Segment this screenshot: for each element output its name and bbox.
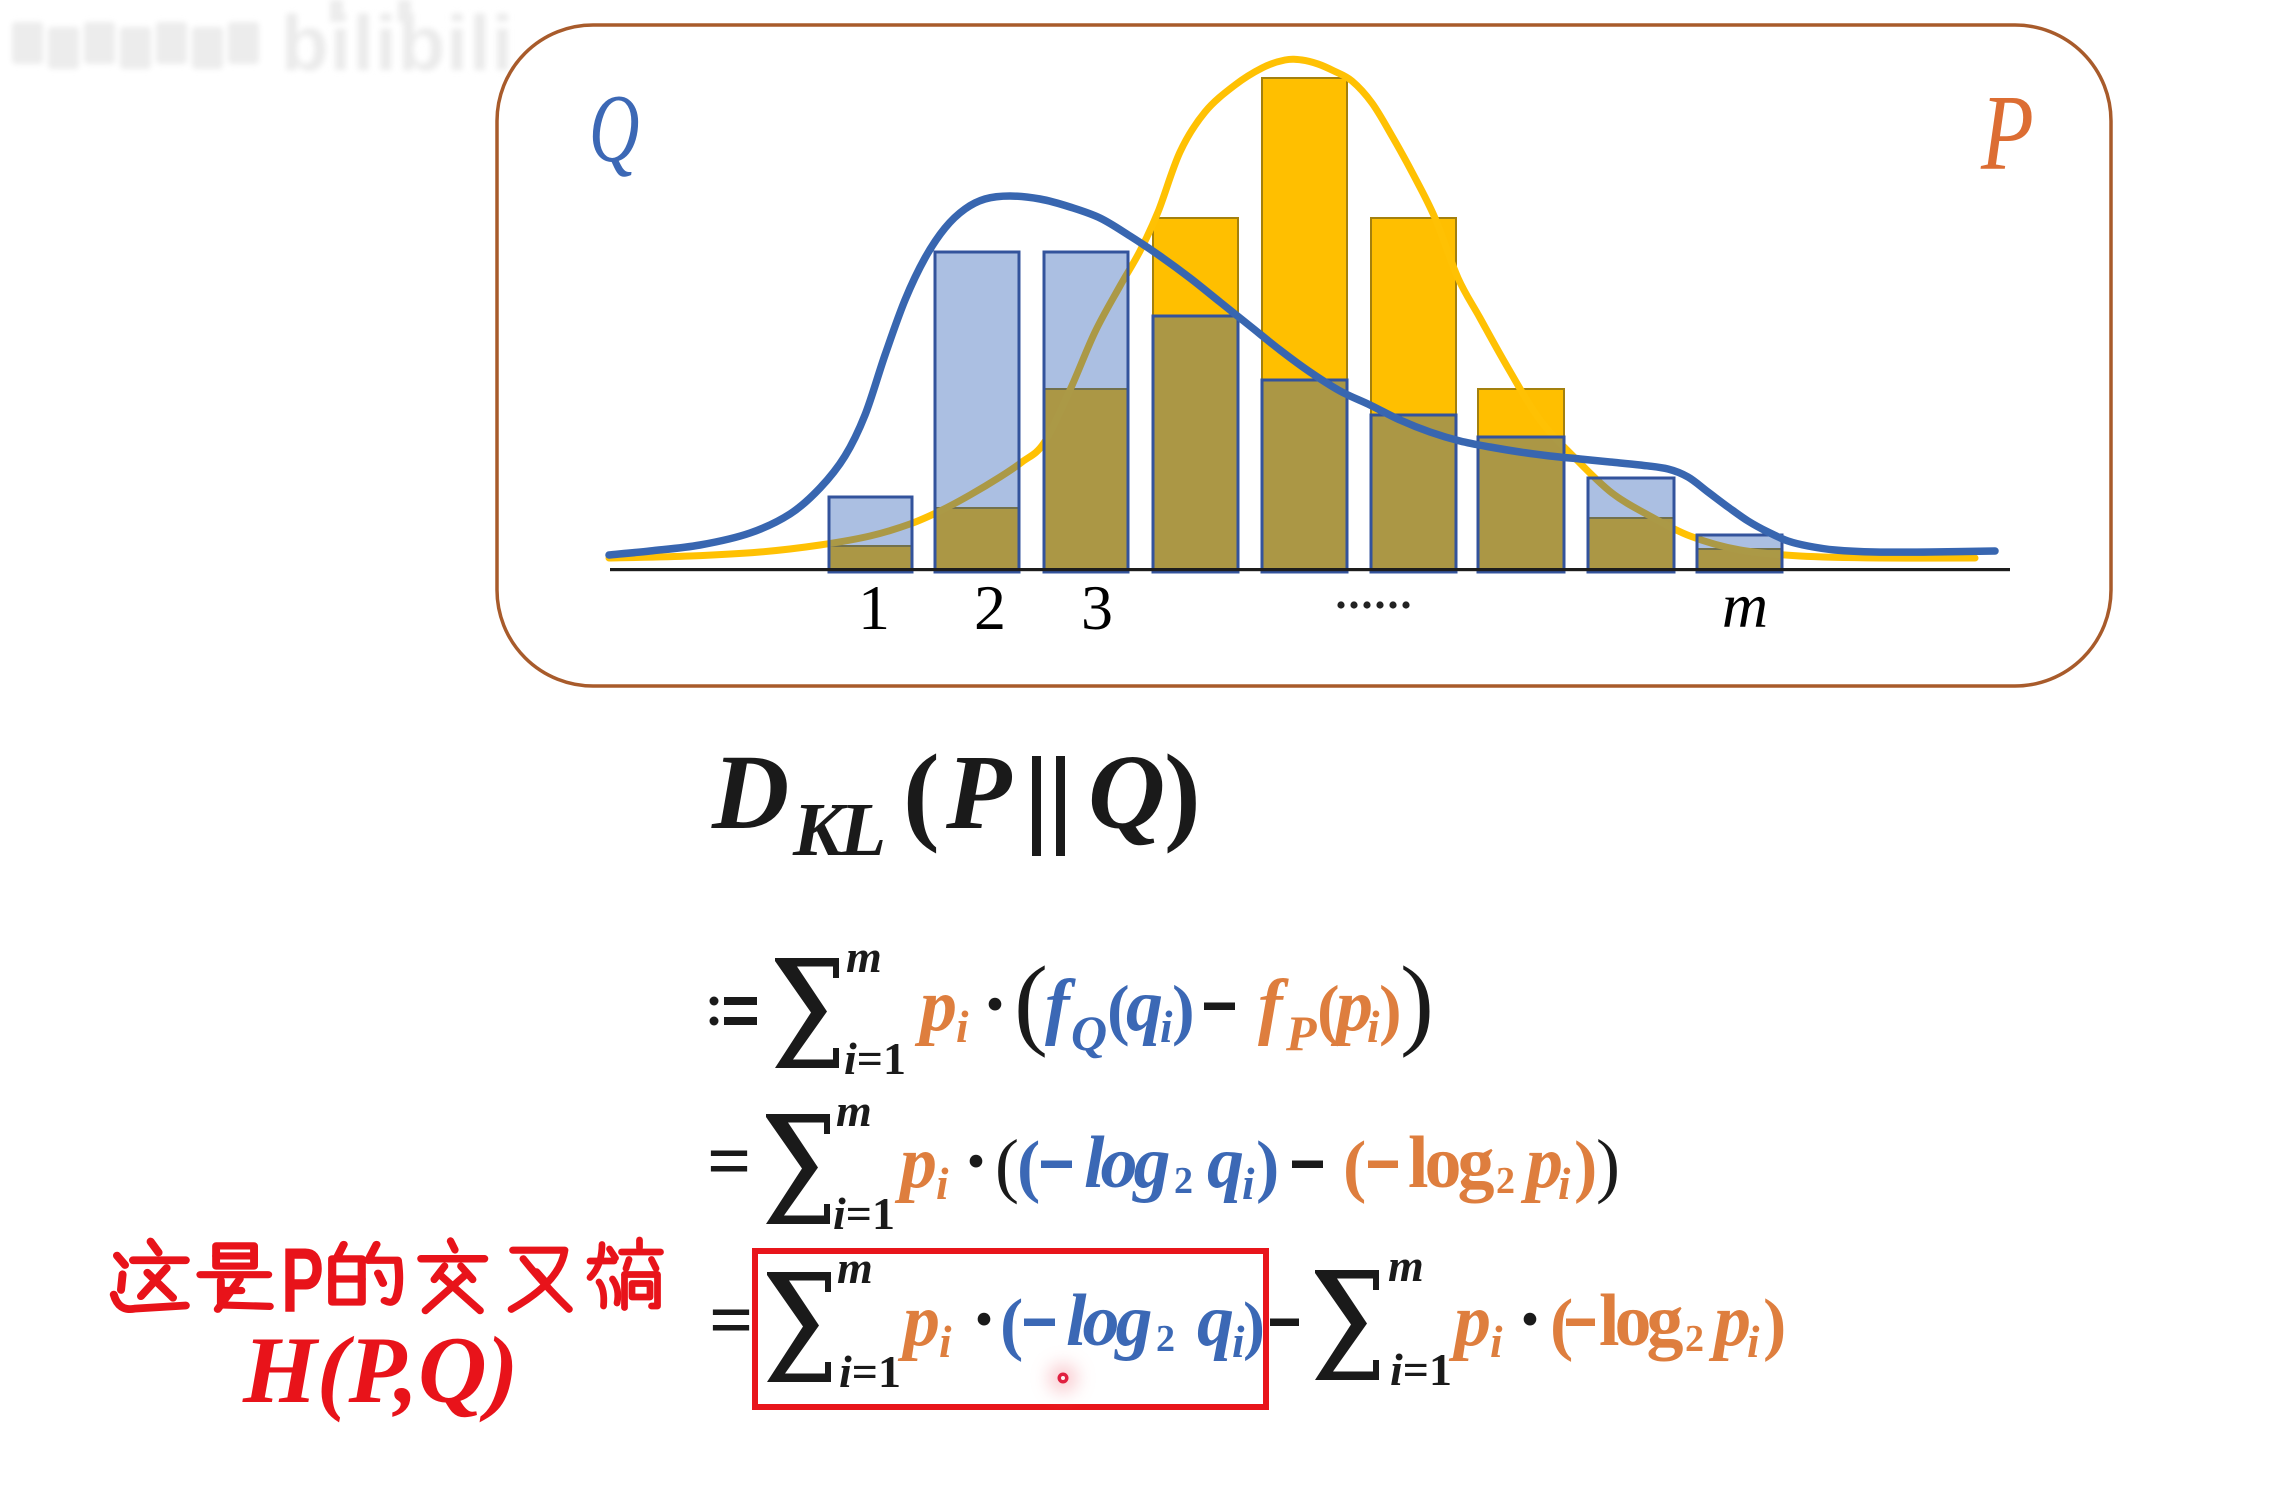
svg-text:2: 2 [974, 572, 1006, 643]
svg-text:=: = [709, 1276, 753, 1363]
svg-text:=: = [707, 1117, 751, 1204]
svg-text:p: p [1708, 1280, 1751, 1362]
svg-text:(: ( [1000, 1286, 1023, 1363]
svg-text:·: · [971, 1275, 997, 1362]
svg-text:m: m [836, 1085, 872, 1136]
svg-text:p: p [1330, 965, 1373, 1047]
svg-text:i: i [936, 1159, 949, 1209]
svg-text:2: 2 [1496, 1160, 1515, 1202]
svg-text:(: ( [1343, 1128, 1366, 1205]
svg-text:): ) [1763, 1286, 1786, 1363]
svg-text:i: i [1367, 1002, 1380, 1052]
svg-text:(: ( [1550, 1286, 1573, 1363]
svg-text:i: i [1490, 1317, 1503, 1367]
svg-text:log: log [1066, 1280, 1152, 1362]
svg-text:i: i [956, 1002, 969, 1052]
svg-text:q: q [1126, 965, 1163, 1047]
svg-text:1: 1 [858, 572, 890, 643]
svg-text:): ) [1172, 971, 1195, 1047]
svg-text:Q: Q [1071, 1005, 1107, 1061]
svg-text:q: q [1207, 1122, 1244, 1204]
svg-text:bilibili: bilibili [281, 0, 514, 87]
svg-text:): ) [1164, 732, 1201, 854]
svg-text:i=1: i=1 [839, 1346, 901, 1397]
svg-text:·: · [982, 960, 1008, 1047]
svg-text:(: ( [1317, 971, 1340, 1047]
svg-text:i: i [939, 1317, 952, 1367]
svg-text:m: m [846, 931, 882, 982]
svg-text:(: ( [1014, 946, 1048, 1059]
svg-text:): ) [1400, 946, 1434, 1059]
svg-text:log: log [1084, 1122, 1170, 1204]
svg-text:Q: Q [589, 76, 639, 183]
svg-text:P: P [945, 734, 1013, 852]
svg-text:2: 2 [1685, 1318, 1704, 1360]
svg-text:D: D [711, 734, 789, 852]
svg-text:·: · [1517, 1275, 1543, 1362]
svg-text:p: p [914, 965, 957, 1047]
svg-text:i: i [1747, 1317, 1760, 1367]
svg-text:log: log [1599, 1280, 1684, 1362]
svg-text:): ) [1379, 971, 1402, 1047]
svg-text:P: P [281, 1229, 324, 1332]
svg-text:P: P [1980, 74, 2034, 193]
svg-text:KL: KL [792, 788, 884, 872]
svg-text:i: i [1232, 1317, 1245, 1367]
svg-text:i: i [1160, 1002, 1173, 1052]
svg-text:): ) [1256, 1128, 1279, 1205]
svg-text:(: ( [1017, 1128, 1040, 1205]
svg-text:(: ( [903, 732, 940, 854]
svg-text:p: p [1448, 1280, 1491, 1362]
svg-text:m: m [1722, 570, 1768, 641]
svg-text:m: m [1388, 1240, 1424, 1291]
svg-text:p: p [897, 1280, 940, 1362]
svg-text:m: m [837, 1242, 873, 1293]
svg-text:): ) [1596, 1125, 1620, 1205]
svg-text:log: log [1408, 1122, 1495, 1204]
svg-text:): ) [1243, 1289, 1265, 1362]
svg-text:p: p [894, 1122, 937, 1204]
svg-text:q: q [1197, 1280, 1234, 1362]
svg-text:(: ( [995, 1125, 1019, 1205]
svg-text:i=1: i=1 [1390, 1344, 1452, 1395]
svg-text:i: i [1242, 1159, 1255, 1209]
svg-text:·: · [963, 1117, 989, 1204]
svg-text:Q: Q [1088, 734, 1165, 852]
svg-text:i=1: i=1 [833, 1188, 895, 1239]
svg-text:2: 2 [1156, 1318, 1175, 1360]
svg-text:2: 2 [1174, 1160, 1193, 1202]
svg-text:P: P [1285, 1005, 1317, 1061]
svg-text:): ) [1574, 1128, 1597, 1205]
svg-text:i: i [1558, 1159, 1571, 1209]
svg-text:i=1: i=1 [844, 1033, 906, 1084]
svg-text:f: f [1258, 965, 1289, 1047]
svg-text:p: p [1520, 1122, 1563, 1204]
svg-text:3: 3 [1081, 572, 1113, 643]
svg-text:(: ( [1107, 971, 1130, 1047]
svg-text:H(P,Q): H(P,Q) [242, 1317, 518, 1423]
